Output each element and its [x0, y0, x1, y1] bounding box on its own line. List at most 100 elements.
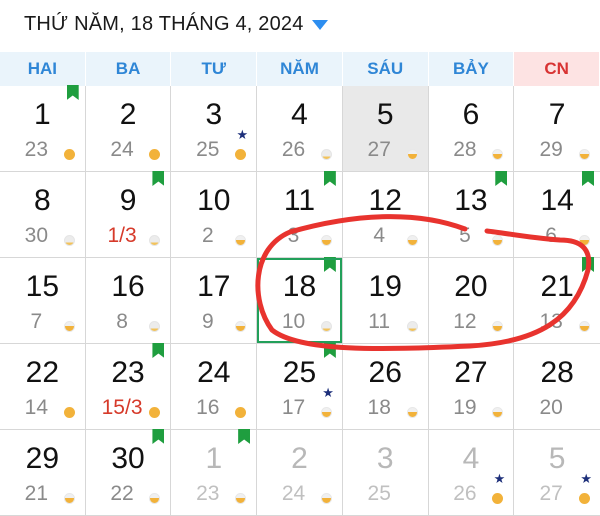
flag-icon [495, 171, 508, 186]
lunar-date: 23 [196, 482, 220, 505]
lunar-date: 18 [367, 396, 391, 419]
lunar-date: 9 [201, 310, 214, 333]
day-cell[interactable]: 11 3 [257, 171, 343, 258]
day-cell[interactable]: 5 27 ★ [514, 430, 600, 516]
lunar-date: 20 [539, 396, 563, 419]
date-title[interactable]: THỨ NĂM, 18 THÁNG 4, 2024 [24, 12, 304, 35]
day-cell[interactable]: 4 26 [257, 86, 343, 172]
lunar-date: 5 [459, 224, 471, 247]
day-cell[interactable]: 18 10 [257, 257, 343, 344]
day-cell[interactable]: 20 12 [428, 258, 515, 344]
moon-phase-icon [406, 149, 418, 160]
solar-date: 12 [368, 184, 402, 217]
lunar-date: 27 [539, 482, 563, 505]
caret-down-icon[interactable] [311, 20, 328, 30]
moon-phase-icon [579, 149, 590, 160]
day-cell[interactable]: 25 17 ★ [257, 343, 343, 430]
lunar-date: 28 [453, 138, 477, 161]
solar-date: 21 [540, 270, 574, 303]
solar-date: 24 [197, 356, 231, 389]
solar-date: 19 [368, 270, 402, 303]
moon-phase-icon [235, 149, 247, 160]
day-cell[interactable]: 1 23 [171, 429, 258, 516]
calendar-grid: 1 23 2 24 3 25 ★ 4 26 5 27 6 28 7 29 8 30 9 1/3 10 2 11 3 12 4 13… [0, 85, 600, 516]
day-cell[interactable]: 9 1/3 [85, 171, 172, 258]
moon-phase-icon [579, 235, 590, 246]
day-cell[interactable]: 2 24 [85, 86, 172, 172]
lunar-date: 13 [539, 310, 563, 333]
day-cell[interactable]: 2 24 [257, 430, 343, 516]
moon-phase-icon [492, 149, 504, 160]
moon-phase-icon [320, 235, 332, 246]
day-cell[interactable]: 24 16 [171, 344, 258, 430]
lunar-date: 2 [201, 224, 214, 247]
moon-phase-icon [406, 407, 418, 418]
day-cell[interactable]: 7 29 [514, 86, 600, 172]
day-cell[interactable]: 29 21 [0, 430, 86, 516]
weekday-tue: BA [85, 52, 172, 86]
lunar-date: 15/3 [101, 396, 143, 419]
day-cell[interactable]: 14 6 [514, 171, 600, 258]
moon-phase-icon [63, 149, 75, 160]
solar-date: 9 [119, 184, 137, 217]
moon-phase-icon [235, 235, 247, 246]
day-cell[interactable]: 5 27 [342, 86, 429, 172]
solar-date: 4 [462, 442, 480, 475]
weekday-mon: HAI [0, 52, 86, 86]
solar-date: 3 [205, 98, 223, 131]
day-cell[interactable]: 13 5 [428, 171, 515, 258]
lunar-date: 25 [367, 482, 391, 505]
day-cell[interactable]: 26 18 [342, 344, 429, 430]
weekday-sat: BẢY [428, 52, 515, 86]
day-cell[interactable]: 6 28 [428, 86, 515, 172]
weekday-fri: SÁU [342, 52, 429, 86]
flag-icon [152, 343, 165, 358]
lunar-date: 4 [373, 224, 386, 247]
day-cell[interactable]: 8 30 [0, 172, 86, 258]
moon-phase-icon [149, 149, 161, 160]
moon-phase-icon [492, 321, 504, 332]
moon-phase-icon [63, 493, 75, 504]
day-cell[interactable]: 21 13 [514, 257, 600, 344]
solar-date: 2 [291, 442, 308, 475]
day-cell[interactable]: 19 11 [342, 258, 429, 344]
moon-phase-icon [320, 321, 332, 332]
day-cell[interactable]: 3 25 ★ [171, 86, 258, 172]
calendar-header: THỨ NĂM, 18 THÁNG 4, 2024 [0, 0, 600, 48]
day-cell[interactable]: 3 25 [342, 430, 429, 516]
solar-date: 4 [291, 98, 308, 131]
solar-date: 7 [548, 98, 566, 131]
moon-phase-icon [492, 235, 504, 246]
day-cell[interactable]: 10 2 [171, 172, 258, 258]
day-cell[interactable]: 12 4 [342, 172, 429, 258]
day-cell[interactable]: 17 9 [171, 258, 258, 344]
solar-date: 26 [368, 356, 402, 389]
lunar-date: 14 [24, 396, 49, 419]
moon-phase-icon [579, 493, 590, 504]
star-icon: ★ [580, 471, 592, 486]
day-cell[interactable]: 22 14 [0, 344, 86, 430]
lunar-date: 7 [30, 310, 43, 333]
solar-date: 29 [25, 442, 60, 475]
star-icon: ★ [236, 127, 249, 142]
day-cell[interactable]: 23 15/3 [85, 343, 172, 430]
solar-date: 22 [25, 356, 60, 389]
solar-date: 14 [540, 184, 574, 217]
moon-phase-icon [63, 407, 75, 418]
solar-date: 27 [454, 356, 488, 389]
moon-phase-icon [492, 493, 504, 504]
day-cell[interactable]: 27 19 [428, 344, 515, 430]
solar-date: 2 [119, 98, 137, 131]
solar-date: 5 [548, 442, 566, 475]
day-cell[interactable]: 4 26 ★ [428, 430, 515, 516]
day-cell[interactable]: 28 20 [514, 344, 600, 430]
day-cell[interactable]: 1 23 [0, 85, 86, 172]
moon-phase-icon [235, 493, 247, 504]
moon-phase-icon [320, 407, 332, 418]
solar-date: 11 [283, 184, 316, 217]
solar-date: 30 [111, 442, 145, 475]
day-cell[interactable]: 16 8 [85, 258, 172, 344]
lunar-date: 30 [24, 224, 49, 247]
day-cell[interactable]: 30 22 [85, 429, 172, 516]
day-cell[interactable]: 15 7 [0, 258, 86, 344]
